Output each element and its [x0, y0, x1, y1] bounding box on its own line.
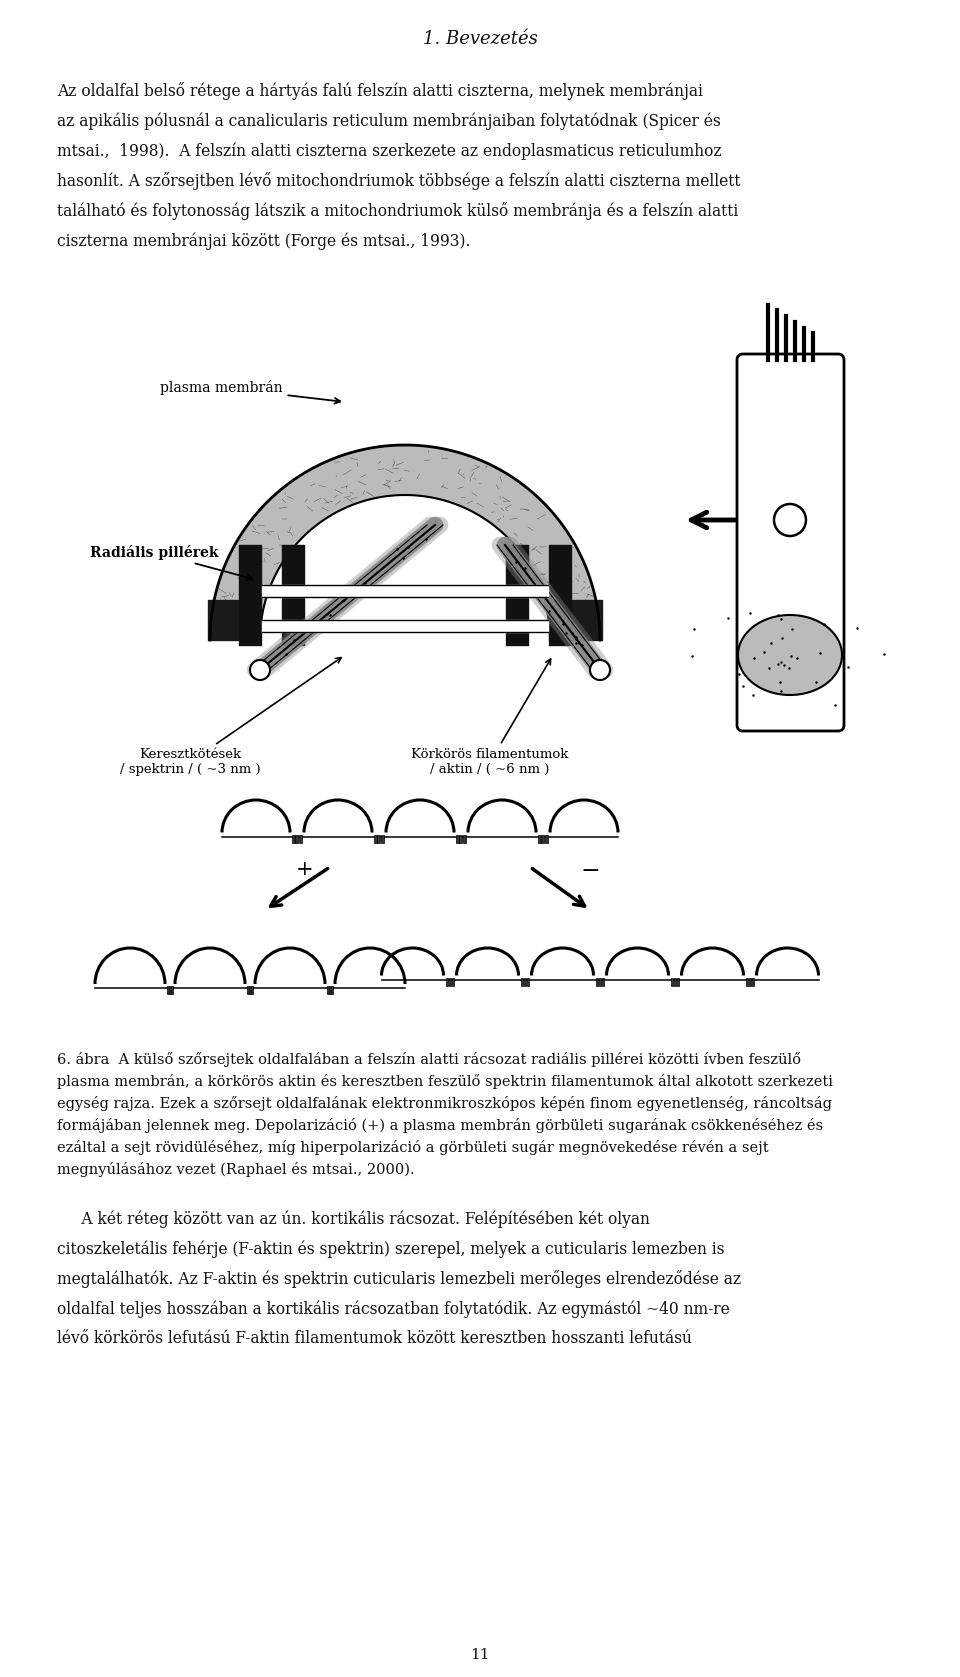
Bar [296, 835, 299, 842]
Bar [463, 835, 466, 842]
Bar [523, 978, 526, 986]
Text: 6. ábra  A külső szőrsejtek oldalfalában a felszín alatti rácsozat radiális pill: 6. ábra A külső szőrsejtek oldalfalában … [57, 1051, 801, 1067]
Circle shape [250, 661, 270, 679]
Bar [538, 835, 540, 842]
FancyBboxPatch shape [737, 354, 844, 731]
Text: Radiális pillérek: Radiális pillérek [90, 545, 252, 580]
Text: egység rajza. Ezek a szőrsejt oldalfalának elektronmikroszkópos képén finom egye: egység rajza. Ezek a szőrsejt oldalfalán… [57, 1097, 832, 1110]
Circle shape [590, 661, 610, 679]
Text: lévő körkörös lefutású F-aktin filamentumok között keresztben hosszanti lefutású: lévő körkörös lefutású F-aktin filamentu… [57, 1330, 692, 1347]
Bar [377, 835, 380, 842]
Text: ciszterna membránjai között (Forge és mtsai., 1993).: ciszterna membránjai között (Forge és mt… [57, 231, 470, 250]
Bar [448, 978, 451, 986]
Bar [171, 986, 173, 994]
Ellipse shape [738, 615, 842, 694]
Bar [595, 978, 598, 986]
Bar [445, 978, 448, 986]
Text: A két réteg között van az ún. kortikális rácsozat. Felépítésében két olyan: A két réteg között van az ún. kortikális… [57, 1211, 650, 1228]
Text: plasma membrán, a körkörös aktin és keresztben feszülő spektrin filamentumok ált: plasma membrán, a körkörös aktin és kere… [57, 1073, 833, 1088]
Text: Körkörös filamentumok
/ aktin / ( ~6 nm ): Körkörös filamentumok / aktin / ( ~6 nm … [411, 659, 568, 776]
Bar [602, 978, 604, 986]
Text: Keresztkötések
/ spektrin / ( ~3 nm ): Keresztkötések / spektrin / ( ~3 nm ) [120, 657, 341, 776]
Polygon shape [210, 444, 600, 641]
Text: található és folytonosság látszik a mitochondriumok külső membránja és a felszín: található és folytonosság látszik a mito… [57, 201, 738, 220]
Bar [451, 978, 454, 986]
Bar [674, 978, 676, 986]
Bar [459, 835, 462, 842]
Bar [169, 986, 171, 994]
Bar [598, 978, 601, 986]
Text: az apikális pólusnál a canalicularis reticulum membránjaiban folytatódnak (Spice: az apikális pólusnál a canalicularis ret… [57, 112, 721, 129]
Bar [749, 978, 751, 986]
Bar [520, 978, 523, 986]
Text: citoszkeletális fehérje (F-aktin és spektrin) szerepel, melyek a cuticularis lem: citoszkeletális fehérje (F-aktin és spek… [57, 1239, 725, 1258]
Bar [746, 978, 748, 986]
Bar [331, 986, 333, 994]
Bar [249, 986, 251, 994]
Text: +: + [297, 860, 314, 879]
Text: plasma membrán: plasma membrán [160, 381, 340, 404]
Text: Az oldalfal belső rétege a hártyás falú felszín alatti ciszterna, melynek membrá: Az oldalfal belső rétege a hártyás falú … [57, 82, 703, 101]
Text: formájában jelennek meg. Depolarizáció (+) a plasma membrán görbületi sugarának : formájában jelennek meg. Depolarizáció (… [57, 1119, 823, 1134]
Bar [670, 978, 673, 986]
Bar [374, 835, 377, 842]
Text: mtsai.,  1998).  A felszín alatti ciszterna szerkezete az endoplasmaticus reticu: mtsai., 1998). A felszín alatti cisztern… [57, 143, 722, 159]
Bar [299, 835, 301, 842]
Bar [544, 835, 547, 842]
Bar [752, 978, 754, 986]
Bar [456, 835, 459, 842]
Text: ezáltal a sejt rövidüléséhez, míg hiperpolarizáció a görbületi sugár megnövekedé: ezáltal a sejt rövidüléséhez, míg hiperp… [57, 1140, 769, 1155]
Text: megtalálhatók. Az F-aktin és spektrin cuticularis lemezbeli merőleges elrendeződ: megtalálhatók. Az F-aktin és spektrin cu… [57, 1269, 741, 1288]
Text: hasonlít. A szőrsejtben lévő mitochondriumok többsége a felszín alatti ciszterna: hasonlít. A szőrsejtben lévő mitochondri… [57, 173, 740, 190]
Bar [329, 986, 330, 994]
Bar [381, 835, 383, 842]
Bar [247, 986, 249, 994]
Text: 1. Bevezetés: 1. Bevezetés [422, 30, 538, 49]
Text: oldalfal teljes hosszában a kortikális rácsozatban folytatódik. Az egymástól ~40: oldalfal teljes hosszában a kortikális r… [57, 1300, 730, 1318]
Text: −: − [580, 860, 600, 884]
Bar [167, 986, 169, 994]
Bar [541, 835, 544, 842]
Bar [327, 986, 328, 994]
Text: 11: 11 [470, 1648, 490, 1662]
Text: megnyúlásához vezet (Raphael és mtsai., 2000).: megnyúlásához vezet (Raphael és mtsai., … [57, 1162, 415, 1177]
Bar [292, 835, 295, 842]
Bar [251, 986, 252, 994]
Bar [677, 978, 679, 986]
Bar [526, 978, 529, 986]
